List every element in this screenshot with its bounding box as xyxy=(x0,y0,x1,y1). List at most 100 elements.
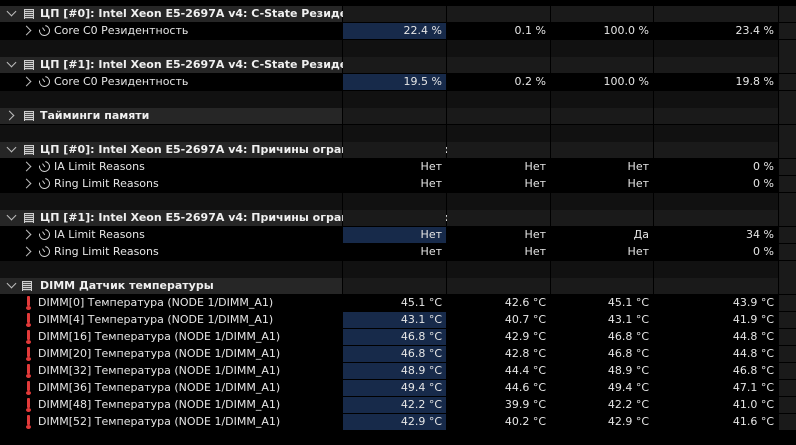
clock-icon xyxy=(36,73,53,90)
sensor-row[interactable]: Ring Limit Reasons Нет Нет Нет 0 % xyxy=(0,175,796,193)
clock-icon xyxy=(36,226,53,243)
maximum-value: 100.0 % xyxy=(551,74,653,90)
sensor-row[interactable]: DIMM[36] Температура (NODE 1/DIMM_A1) 49.… xyxy=(0,380,796,397)
value-cell xyxy=(654,278,778,294)
empty-cell xyxy=(447,91,550,108)
chip-icon xyxy=(24,111,34,121)
minimum-value: 39.9 °C xyxy=(447,397,550,413)
empty-cell xyxy=(654,40,778,57)
label-cell: DIMM Датчик температуры xyxy=(0,278,342,294)
scroll-gutter xyxy=(779,278,796,294)
scroll-gutter xyxy=(779,125,796,142)
sensor-row[interactable]: DIMM[32] Температура (NODE 1/DIMM_A1) 48.… xyxy=(0,363,796,380)
minimum-value: 40.7 °C xyxy=(447,312,550,328)
chevron-right-icon[interactable] xyxy=(21,76,32,87)
maximum-value: Да xyxy=(551,227,653,243)
label-cell xyxy=(0,193,342,210)
current-value: 46.8 °C xyxy=(343,329,446,345)
empty-cell xyxy=(551,125,653,142)
chevron-right-icon[interactable] xyxy=(21,25,32,36)
empty-cell xyxy=(654,261,778,278)
thermometer-icon xyxy=(26,313,31,327)
label-cell: IA Limit Reasons xyxy=(0,226,342,243)
thermometer-icon xyxy=(26,398,31,412)
empty-cell xyxy=(343,261,446,278)
empty-cell xyxy=(551,193,653,210)
sensor-row[interactable]: Core C0 Резидентность 22.4 % 0.1 % 100.0 % 2… xyxy=(0,22,796,40)
empty-cell xyxy=(551,91,653,108)
chevron-down-icon[interactable] xyxy=(6,278,17,289)
group-header-row[interactable]: Тайминги памяти xyxy=(0,108,796,125)
sensor-row[interactable]: DIMM[52] Температура (NODE 1/DIMM_A1) 42.… xyxy=(0,414,796,431)
sensor-row[interactable]: DIMM[20] Температура (NODE 1/DIMM_A1) 46.… xyxy=(0,346,796,363)
group-header-row[interactable]: ЦП [#0]: Intel Xeon E5-2697A v4: C-State… xyxy=(0,6,796,23)
chevron-right-icon[interactable] xyxy=(21,229,32,240)
chevron-right-icon[interactable] xyxy=(21,161,32,172)
sensor-row[interactable]: DIMM[16] Температура (NODE 1/DIMM_A1) 46.… xyxy=(0,329,796,346)
average-value: 41.0 °C xyxy=(654,397,778,413)
label-cell xyxy=(0,125,342,142)
sensor-row[interactable]: DIMM[4] Температура (NODE 1/DIMM_A1) 43.1… xyxy=(0,312,796,329)
spacer-row xyxy=(0,91,796,108)
average-value: 46.8 °C xyxy=(654,363,778,379)
scroll-gutter xyxy=(779,40,796,57)
chevron-down-icon[interactable] xyxy=(6,142,17,153)
scroll-gutter xyxy=(779,414,796,430)
chevron-down-icon[interactable] xyxy=(6,57,17,68)
sensor-row[interactable]: DIMM[48] Температура (NODE 1/DIMM_A1) 42.… xyxy=(0,397,796,414)
empty-cell xyxy=(343,91,446,108)
current-value: 43.1 °C xyxy=(343,312,446,328)
chevron-down-icon[interactable] xyxy=(6,6,17,17)
sensor-row[interactable]: Ring Limit Reasons Нет Нет Нет 0 % xyxy=(0,243,796,261)
value-cell xyxy=(447,108,550,124)
label-cell: ЦП [#1]: Intel Xeon E5-2697A v4: C-State… xyxy=(0,57,396,73)
label-cell: ЦП [#0]: Intel Xeon E5-2697A v4: C-State… xyxy=(0,6,396,22)
empty-cell xyxy=(447,193,550,210)
scroll-gutter xyxy=(779,57,796,73)
label-cell xyxy=(0,261,342,278)
label-cell: DIMM[4] Температура (NODE 1/DIMM_A1) xyxy=(0,312,342,328)
sensor-label: DIMM[48] Температура (NODE 1/DIMM_A1) xyxy=(38,398,281,411)
sensor-row[interactable]: Core C0 Резидентность 19.5 % 0.2 % 100.0 % 1… xyxy=(0,73,796,91)
spacer-row xyxy=(0,125,796,142)
sensor-label: Core C0 Резидентность xyxy=(54,75,189,88)
spacer-row xyxy=(0,40,796,57)
maximum-value: Нет xyxy=(551,159,653,175)
group-header-row[interactable]: DIMM Датчик температуры xyxy=(0,278,796,295)
minimum-value: 0.2 % xyxy=(447,74,550,90)
chip-icon xyxy=(24,60,34,70)
clock-icon xyxy=(36,158,53,175)
maximum-value: 49.4 °C xyxy=(551,380,653,396)
sensor-row[interactable]: IA Limit Reasons Нет Нет Да 34 % xyxy=(0,226,796,244)
average-value: 44.8 °C xyxy=(654,346,778,362)
sensor-row[interactable]: IA Limit Reasons Нет Нет Нет 0 % xyxy=(0,158,796,176)
average-value: 47.1 °C xyxy=(654,380,778,396)
sensor-label: DIMM[36] Температура (NODE 1/DIMM_A1) xyxy=(38,381,281,394)
value-cell xyxy=(447,142,550,158)
value-cell xyxy=(343,57,446,73)
value-cell xyxy=(654,57,778,73)
chevron-down-icon[interactable] xyxy=(6,210,17,221)
group-header-row[interactable]: ЦП [#1]: Intel Xeon E5-2697A v4: C-State… xyxy=(0,57,796,74)
sensor-label: DIMM[0] Температура (NODE 1/DIMM_A1) xyxy=(38,296,274,309)
chevron-right-icon[interactable] xyxy=(21,178,32,189)
spacer-row xyxy=(0,193,796,210)
current-value: 49.4 °C xyxy=(343,380,446,396)
current-value: Нет xyxy=(343,176,446,192)
maximum-value: 43.1 °C xyxy=(551,312,653,328)
clock-icon xyxy=(36,22,53,39)
thermometer-icon xyxy=(26,296,31,310)
scroll-gutter xyxy=(779,108,796,124)
chevron-right-icon[interactable] xyxy=(21,246,32,257)
scroll-gutter xyxy=(779,210,796,226)
label-cell xyxy=(0,40,342,57)
group-header-row[interactable]: ЦП [#0]: Intel Xeon E5-2697A v4: Причины… xyxy=(0,142,796,159)
label-cell: DIMM[52] Температура (NODE 1/DIMM_A1) xyxy=(0,414,342,430)
value-cell xyxy=(447,57,550,73)
chevron-right-icon[interactable] xyxy=(4,110,15,121)
average-value: 0 % xyxy=(654,176,778,192)
scroll-gutter xyxy=(779,227,796,243)
label-cell: DIMM[0] Температура (NODE 1/DIMM_A1) xyxy=(0,295,342,311)
sensor-row[interactable]: DIMM[0] Температура (NODE 1/DIMM_A1) 45.1… xyxy=(0,295,796,312)
group-header-row[interactable]: ЦП [#1]: Intel Xeon E5-2697A v4: Причины… xyxy=(0,210,796,227)
